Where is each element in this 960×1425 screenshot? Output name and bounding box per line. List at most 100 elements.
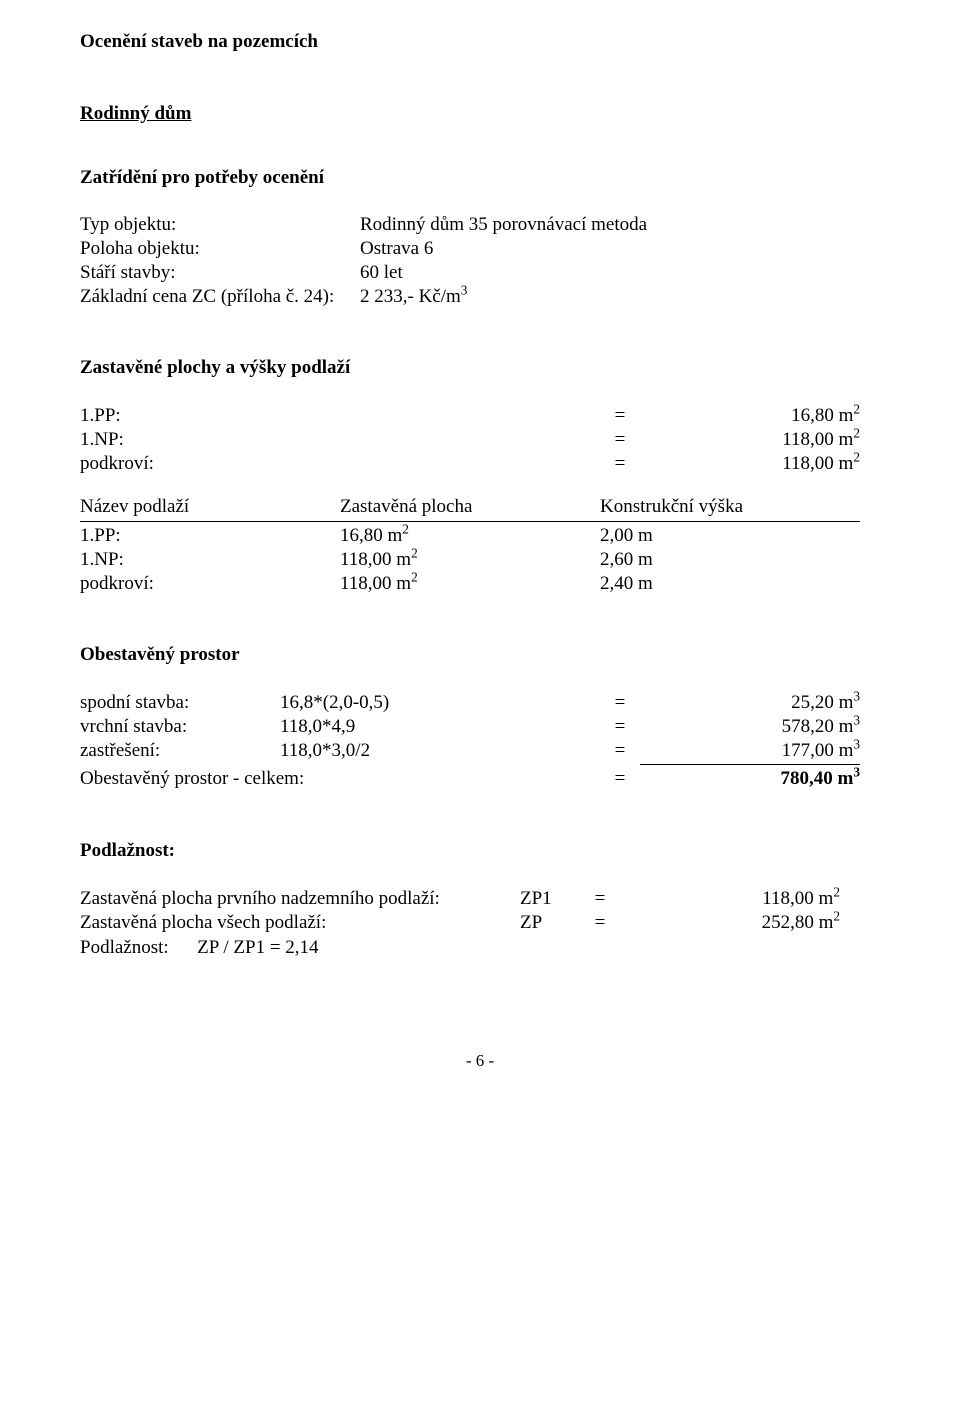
ptable-r3c1: podkroví: xyxy=(80,572,340,596)
label-poloha: Poloha objektu: xyxy=(80,237,360,261)
obest-total-sup: 3 xyxy=(853,765,860,780)
section-heading-zast: Zastavěné plochy a výšky podlaží xyxy=(80,356,880,380)
value-zc-sup: 3 xyxy=(461,282,468,297)
row-poloha: Poloha objektu: Ostrava 6 xyxy=(80,237,880,261)
podl-zp-val: 252,80 m2 xyxy=(620,911,840,935)
podl-zp1-sym: ZP1 xyxy=(520,887,580,911)
obest-r1-label: spodní stavba: xyxy=(80,691,280,715)
podl-zp-label: Zastavěná plocha všech podlaží: xyxy=(80,911,520,935)
ptable-h2: Zastavěná plocha xyxy=(340,495,600,519)
obest-r3-expr: 118,0*3,0/2 xyxy=(280,739,600,763)
ptable-r1c2-sup: 2 xyxy=(402,522,409,537)
podl-zp-sup: 2 xyxy=(833,908,840,923)
section-heading-obest: Obestavěný prostor xyxy=(80,643,880,667)
value-typ: Rodinný dům 35 porovnávací metoda xyxy=(360,213,880,237)
obest-r3-val: 177,00 m3 xyxy=(640,739,860,763)
podl-zp-sym: ZP xyxy=(520,911,580,935)
value-poloha: Ostrava 6 xyxy=(360,237,880,261)
zast-1np-label: 1.NP: xyxy=(80,428,600,452)
obest-r3-val-num: 177,00 m xyxy=(782,740,854,761)
ptable-r2c1: 1.NP: xyxy=(80,548,340,572)
section-heading-typ: Zatřídění pro potřeby ocenění xyxy=(80,166,880,190)
page-footer: - 6 - xyxy=(80,1050,880,1071)
zast-row-1pp: 1.PP: = 16,80 m2 xyxy=(80,404,880,428)
row-zc: Základní cena ZC (příloha č. 24): 2 233,… xyxy=(80,285,880,309)
podl-eq-1: = xyxy=(580,887,620,911)
ptable-row: 1.NP: 118,00 m2 2,60 m xyxy=(80,548,880,572)
page-title-1: Ocenění staveb na pozemcích xyxy=(80,30,880,54)
obest-r2-label: vrchní stavba: xyxy=(80,715,280,739)
ptable-header: Název podlaží Zastavěná plocha Konstrukč… xyxy=(80,495,880,519)
zast-1pp-sup: 2 xyxy=(853,402,860,417)
ptable-r2c2-val: 118,00 m xyxy=(340,549,411,570)
obest-total-row: Obestavěný prostor - celkem: = 780,40 m3 xyxy=(80,767,880,791)
ptable-h3: Konstrukční výška xyxy=(600,495,860,519)
obest-eq-total: = xyxy=(600,767,640,791)
label-typ: Typ objektu: xyxy=(80,213,360,237)
section-heading-podl: Podlažnost: xyxy=(80,839,880,863)
value-zc: 2 233,- Kč/m3 xyxy=(360,285,880,309)
podl-row-zp1: Zastavěná plocha prvního nadzemního podl… xyxy=(80,887,880,911)
zast-1pp-label: 1.PP: xyxy=(80,404,600,428)
ptable-r3c2-val: 118,00 m xyxy=(340,573,411,594)
zast-1np-val: 118,00 m2 xyxy=(640,428,860,452)
zast-eq-1: = xyxy=(600,404,640,428)
zast-podk-label: podkroví: xyxy=(80,452,600,476)
value-zc-pre: 2 233,- Kč/m xyxy=(360,286,461,307)
ptable-h1: Název podlaží xyxy=(80,495,340,519)
ptable-r3c2: 118,00 m2 xyxy=(340,572,600,596)
obest-r1-val-num: 25,20 m xyxy=(791,692,853,713)
zast-podk-sup: 2 xyxy=(853,449,860,464)
row-stari: Stáří stavby: 60 let xyxy=(80,261,880,285)
label-zc: Základní cena ZC (příloha č. 24): xyxy=(80,285,360,309)
podl-zp-val-num: 252,80 m xyxy=(762,912,834,933)
zast-podk-val: 118,00 m2 xyxy=(640,452,860,476)
zast-1pp-val-num: 16,80 m xyxy=(791,405,853,426)
obest-r2-val: 578,20 m3 xyxy=(640,715,860,739)
ptable-r1c2-val: 16,80 m xyxy=(340,525,402,546)
obest-r1-sup: 3 xyxy=(853,689,860,704)
obest-total-label: Obestavěný prostor - celkem: xyxy=(80,767,600,791)
obest-total-val: 780,40 m3 xyxy=(640,767,860,791)
row-typ-objektu: Typ objektu: Rodinný dům 35 porovnávací … xyxy=(80,213,880,237)
ptable-r1c2: 16,80 m2 xyxy=(340,524,600,548)
obest-r3-sup: 3 xyxy=(853,736,860,751)
obest-row: vrchní stavba: 118,0*4,9 = 578,20 m3 xyxy=(80,715,880,739)
ptable-r1c3: 2,00 m xyxy=(600,524,860,548)
ptable-r1c1: 1.PP: xyxy=(80,524,340,548)
zast-row-podkrovi: podkroví: = 118,00 m2 xyxy=(80,452,880,476)
ptable-divider-top xyxy=(80,521,860,522)
obest-row: zastřešení: 118,0*3,0/2 = 177,00 m3 xyxy=(80,739,880,763)
ptable-r2c2: 118,00 m2 xyxy=(340,548,600,572)
obest-r2-expr: 118,0*4,9 xyxy=(280,715,600,739)
podl-calc: Podlažnost: ZP / ZP1 = 2,14 xyxy=(80,936,880,960)
podl-row-zp: Zastavěná plocha všech podlaží: ZP = 252… xyxy=(80,911,880,935)
ptable-r2c2-sup: 2 xyxy=(411,545,418,560)
zast-1pp-val: 16,80 m2 xyxy=(640,404,860,428)
ptable-r3c2-sup: 2 xyxy=(411,569,418,584)
value-stari: 60 let xyxy=(360,261,880,285)
obest-sum-line xyxy=(640,764,860,765)
ptable-r3c3: 2,40 m xyxy=(600,572,860,596)
label-stari: Stáří stavby: xyxy=(80,261,360,285)
zast-row-1np: 1.NP: = 118,00 m2 xyxy=(80,428,880,452)
obest-r1-expr: 16,8*(2,0-0,5) xyxy=(280,691,600,715)
obest-eq-2: = xyxy=(600,715,640,739)
podl-zp1-val-num: 118,00 m xyxy=(762,888,833,909)
podl-zp1-val: 118,00 m2 xyxy=(620,887,840,911)
podl-eq-2: = xyxy=(580,911,620,935)
obest-eq-3: = xyxy=(600,739,640,763)
page-title-2: Rodinný dům xyxy=(80,102,880,126)
zast-eq-2: = xyxy=(600,428,640,452)
podl-zp1-sup: 2 xyxy=(833,884,840,899)
ptable-row: podkroví: 118,00 m2 2,40 m xyxy=(80,572,880,596)
ptable-r2c3: 2,60 m xyxy=(600,548,860,572)
obest-r2-val-num: 578,20 m xyxy=(782,716,854,737)
obest-total-val-num: 780,40 m xyxy=(781,768,854,789)
obest-eq-1: = xyxy=(600,691,640,715)
obest-row: spodní stavba: 16,8*(2,0-0,5) = 25,20 m3 xyxy=(80,691,880,715)
zast-eq-3: = xyxy=(600,452,640,476)
podl-zp1-label: Zastavěná plocha prvního nadzemního podl… xyxy=(80,887,520,911)
obest-r1-val: 25,20 m3 xyxy=(640,691,860,715)
obest-r2-sup: 3 xyxy=(853,712,860,727)
